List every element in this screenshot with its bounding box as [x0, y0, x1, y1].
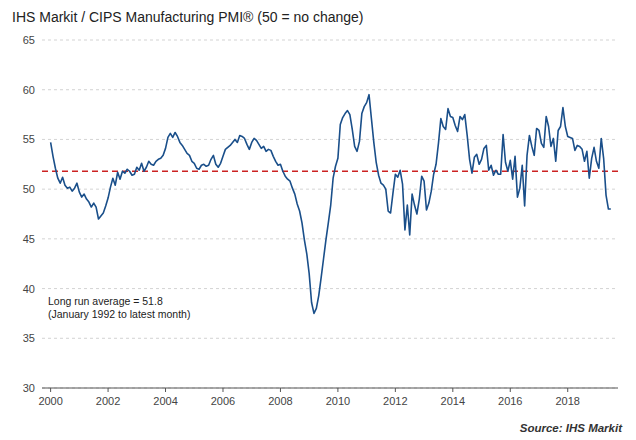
x-tick-label: 2016 [498, 395, 522, 407]
y-tick-label: 45 [23, 233, 35, 245]
x-tick-label: 2014 [441, 395, 465, 407]
y-tick-label: 55 [23, 133, 35, 145]
grid-line [42, 288, 618, 289]
y-tick-label: 65 [23, 34, 35, 46]
source: Source: IHS Markit [520, 422, 623, 434]
x-tick [50, 388, 51, 392]
x-tick [395, 388, 396, 392]
x-tick-label: 2012 [383, 395, 407, 407]
annotation-text: Long run average = 51.8 [48, 295, 163, 307]
grid-line [42, 189, 618, 190]
x-tick [280, 388, 281, 392]
x-tick [452, 388, 453, 392]
x-tick [510, 388, 511, 392]
x-axis: 2000 2002 2004 2006 2008 2010 2012 2014 2016 2018 [38, 388, 618, 407]
grid-line [42, 388, 618, 389]
x-tick-label: 2004 [153, 395, 177, 407]
y-tick-label: 50 [23, 183, 35, 195]
annotation: Long run average = 51.8(January 1992 to … [48, 295, 190, 320]
chart: 30 35 40 45 50 55 60 65 2000 2002 2004 2006 2008 2010… [0, 0, 636, 440]
x-tick-label: 2006 [211, 395, 235, 407]
x-axis-line [42, 388, 618, 389]
plot-area [42, 95, 618, 314]
y-tick-label: 35 [23, 332, 35, 344]
grid-line [42, 89, 618, 90]
x-tick-label: 2008 [268, 395, 292, 407]
x-tick [337, 388, 338, 392]
y-tick-label: 40 [23, 283, 35, 295]
grid-line [42, 139, 618, 140]
x-tick-label: 2000 [38, 395, 62, 407]
y-tick-label: 60 [23, 84, 35, 96]
x-tick [222, 388, 223, 392]
grid-line [42, 238, 618, 239]
y-grid: 30 35 40 45 50 55 60 65 [23, 34, 618, 394]
pmi-line [51, 95, 611, 314]
grid-line [42, 40, 618, 41]
x-tick [567, 388, 568, 392]
x-tick-label: 2002 [96, 395, 120, 407]
x-tick [165, 388, 166, 392]
annotation-text: (January 1992 to latest month) [48, 308, 190, 320]
grid-line [42, 338, 618, 339]
title: IHS Markit / CIPS Manufacturing PMI® (50… [12, 9, 364, 25]
x-tick-label: 2018 [555, 395, 579, 407]
chart-container: 30 35 40 45 50 55 60 65 2000 2002 2004 2006 2008 2010… [0, 0, 636, 440]
x-tick-label: 2010 [326, 395, 350, 407]
x-tick [108, 388, 109, 392]
y-tick-label: 30 [23, 382, 35, 394]
